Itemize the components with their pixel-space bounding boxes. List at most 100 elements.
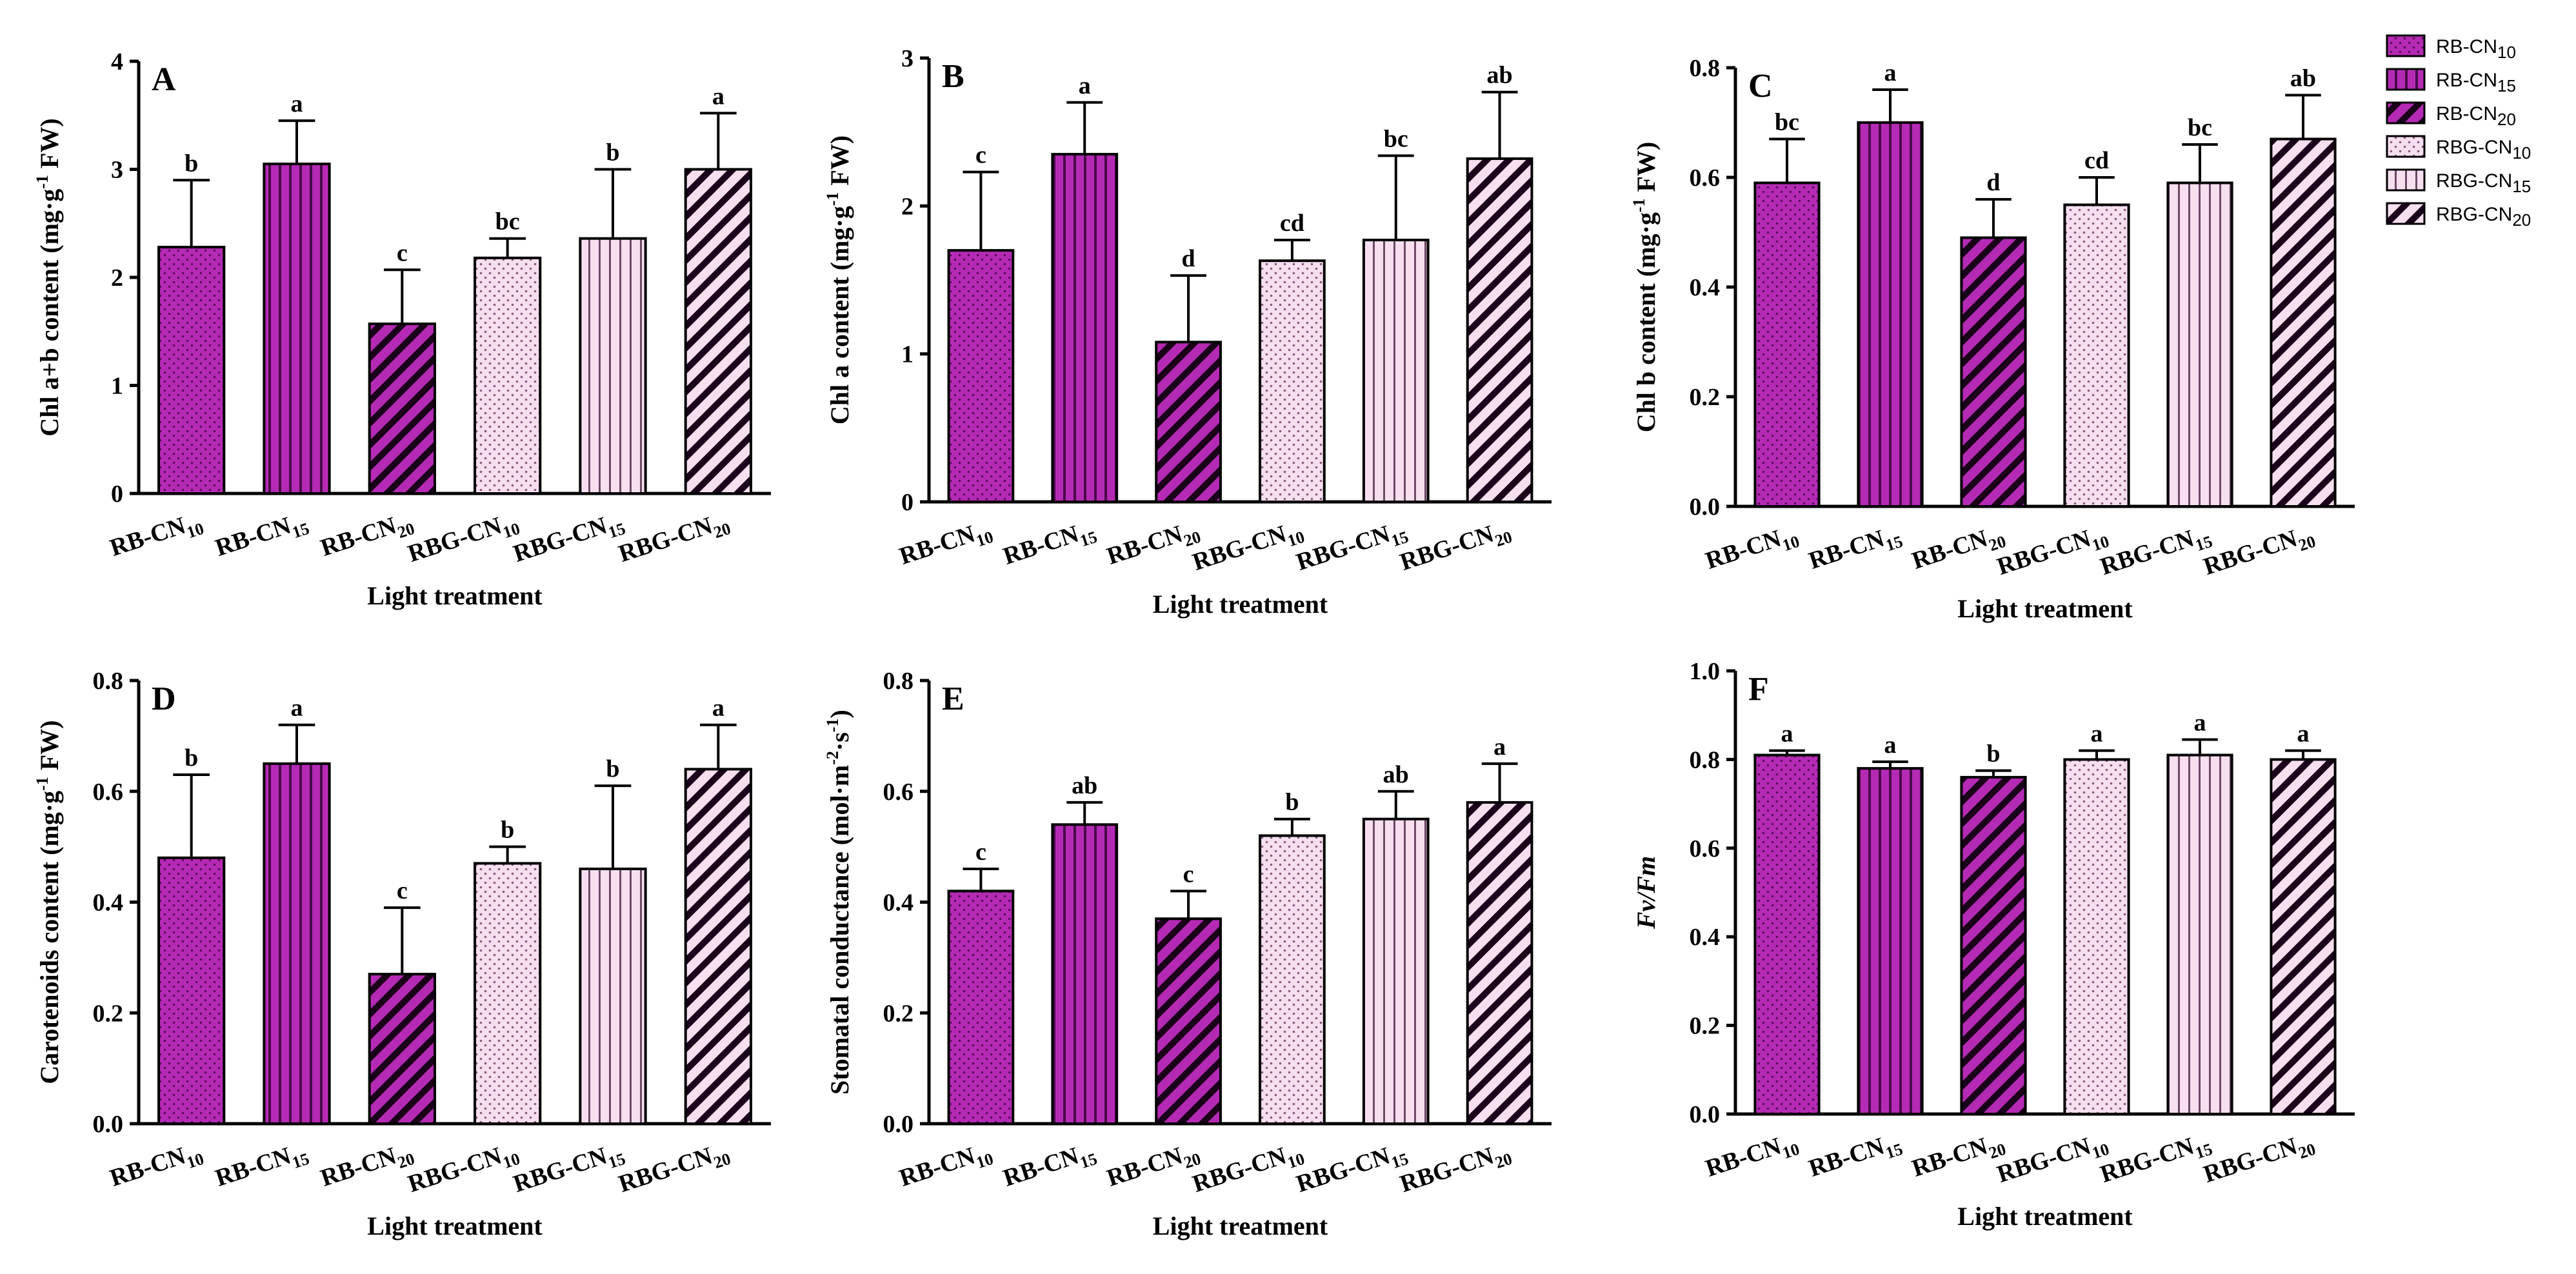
bar-rb-cn10: [1753, 753, 1821, 1115]
x-tick-label: RBG-CN15: [1293, 515, 1410, 581]
x-tick-label: RB-CN10: [1702, 520, 1802, 579]
y-tick-label: 1: [901, 341, 914, 368]
y-axis-title: Chl a+b content (mg·g-1 FW): [33, 118, 64, 436]
panel-d: 0.0 0.2 0.4 0.6 0.8 b RB-CN10 a RB-CN15 c RB-CN20 b…: [33, 668, 771, 1240]
bar-rbg-cn10: [474, 256, 542, 495]
panel-a: 0 1 2 3 4 b RB-CN10 a RB-CN15 c RB-CN20 bc RBG-CN10 b…: [33, 48, 771, 610]
error-bar: [1170, 890, 1207, 919]
x-tick-label: RB-CN10: [106, 507, 206, 566]
chart-panels: 01234bRB-CN10aRB-CN15cRB-CN20bcRBG-CN10b…: [33, 45, 2355, 1240]
error-bar: [963, 867, 999, 891]
significance-label: c: [1183, 861, 1194, 888]
y-tick-label: 3: [111, 157, 123, 184]
y-tick-label: 0.4: [1690, 924, 1721, 951]
significance-label: a: [1781, 721, 1793, 748]
panel-b: 0 1 2 3 c RB-CN10 a RB-CN15 d RB-CN20 cd RBG-CN10 bc…: [823, 45, 1552, 619]
bar-rbg-cn15: [1362, 817, 1430, 1125]
error-bar: [699, 723, 737, 770]
bar-rb-cn10: [947, 890, 1015, 1125]
significance-label: b: [185, 150, 198, 177]
error-bar: [1273, 239, 1310, 261]
legend-label: RB-CN20: [2436, 103, 2516, 129]
x-tick-label: RBG-CN15: [2097, 1128, 2215, 1193]
legend-swatch: [2386, 34, 2426, 57]
panel-letter: A: [152, 61, 176, 98]
significance-label: b: [606, 139, 619, 166]
error-bar: [1066, 801, 1103, 825]
x-tick-label: RBG-CN20: [1397, 1137, 1514, 1202]
x-tick-label: RB-CN15: [1806, 520, 1905, 579]
legend-label: RBG-CN10: [2436, 137, 2531, 163]
legend-swatch: [2386, 101, 2426, 124]
bar-rb-cn20: [368, 323, 436, 495]
significance-label: c: [975, 839, 986, 866]
significance-label: a: [2297, 721, 2310, 748]
x-axis-title: Light treatment: [367, 1211, 543, 1240]
y-axis-title: Fv/Fm: [1632, 856, 1661, 930]
x-tick-label: RB-CN10: [896, 1137, 995, 1197]
x-tick-label: RBG-CN15: [2097, 520, 2215, 585]
legend-swatch: [2386, 135, 2426, 158]
y-tick-label: 0.2: [883, 1000, 914, 1027]
y-tick-label: 3: [901, 45, 914, 72]
y-axis-title: Chl b content (mg·g-1 FW): [1630, 142, 1661, 433]
y-tick-label: 1.0: [1690, 658, 1721, 685]
significance-label: a: [712, 83, 724, 110]
legend-item: RBG-CN20: [2386, 202, 2531, 230]
x-tick-label: RB-CN20: [1104, 1137, 1203, 1197]
x-axis-title: Light treatment: [1153, 1211, 1328, 1240]
error-bar: [489, 845, 526, 864]
y-tick-label: 0.6: [93, 779, 124, 806]
significance-label: a: [2194, 709, 2206, 736]
bar-rbg-cn20: [2270, 137, 2337, 508]
bar-rbg-cn15: [2166, 181, 2233, 508]
y-tick-label: 0.6: [1690, 835, 1721, 862]
panel-c: 0.0 0.2 0.4 0.6 0.8 bc RB-CN10 a RB-CN15 d RB-CN20…: [1630, 55, 2355, 623]
significance-label: ab: [1383, 761, 1409, 788]
legend-swatch: [2386, 202, 2426, 225]
y-tick-label: 2: [901, 193, 914, 220]
error-bar: [489, 237, 526, 258]
y-tick-label: 0.8: [1690, 746, 1721, 773]
significance-label: cd: [2084, 147, 2109, 174]
x-tick-label: RB-CN10: [896, 515, 995, 575]
bar-rb-cn20: [1155, 917, 1222, 1125]
x-axis-title: Light treatment: [1957, 594, 2133, 623]
bar-rbg-cn15: [579, 237, 647, 495]
error-bar: [383, 268, 421, 324]
bar-rbg-cn15: [1362, 239, 1430, 503]
significance-label: a: [1884, 732, 1897, 759]
y-tick-label: 0.4: [1690, 274, 1721, 301]
x-tick-label: RB-CN15: [212, 507, 312, 566]
error-bar: [278, 723, 315, 764]
y-tick-label: 0.8: [93, 668, 124, 695]
bar-rbg-cn10: [2063, 203, 2130, 508]
significance-label: c: [397, 877, 408, 904]
x-tick-label: RBG-CN10: [1994, 520, 2112, 585]
bar-rbg-cn20: [2270, 758, 2337, 1115]
bar-rb-cn20: [1960, 775, 2027, 1115]
error-bar: [699, 112, 737, 170]
error-bar: [173, 773, 210, 858]
error-bar: [1769, 137, 1805, 183]
bar-rbg-cn10: [474, 862, 542, 1125]
bar-rbg-cn15: [579, 867, 647, 1125]
error-bar: [1273, 817, 1310, 836]
error-bar: [1377, 790, 1414, 819]
bar-rb-cn15: [263, 163, 331, 495]
bar-rb-cn10: [947, 249, 1015, 503]
legend-item: RB-CN15: [2386, 68, 2516, 95]
bar-rbg-cn20: [684, 768, 752, 1125]
error-bar: [2285, 749, 2321, 760]
bar-rb-cn10: [157, 246, 226, 495]
error-bar: [2182, 143, 2218, 183]
legend-item: RBG-CN15: [2386, 168, 2531, 196]
y-tick-label: 0.8: [883, 668, 914, 695]
legend-label: RB-CN15: [2436, 70, 2516, 95]
legend-swatch: [2386, 68, 2426, 91]
y-tick-label: 0.6: [1690, 164, 1721, 192]
significance-label: a: [291, 90, 303, 117]
legend-label: RBG-CN15: [2436, 170, 2531, 196]
panel-e: 0.00.20.40.60.8cRB-CN10abRB-CN15cRB-CN20…: [823, 668, 1552, 1240]
significance-label: ab: [2290, 65, 2316, 92]
